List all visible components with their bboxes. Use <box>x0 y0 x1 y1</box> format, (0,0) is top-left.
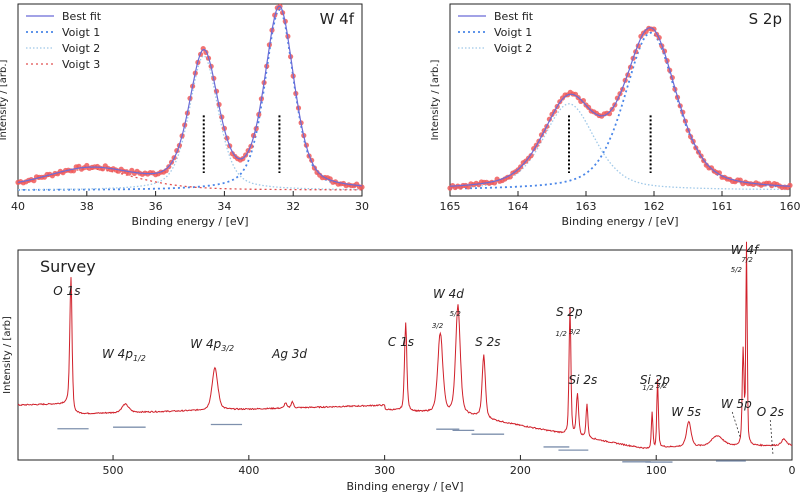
x-tick-label: 163 <box>576 200 597 213</box>
x-tick-label: 500 <box>103 464 124 477</box>
chart-title: S 2p <box>749 10 782 28</box>
x-tick-label: 160 <box>780 200 800 213</box>
peak-label: 1/2 <box>556 330 568 338</box>
peak-label: 7/2 <box>742 256 754 264</box>
x-tick-label: 164 <box>508 200 529 213</box>
peak-label: 3/2 <box>656 382 668 390</box>
peak-label: 3/2 <box>569 328 581 336</box>
x-tick-label: 36 <box>149 200 163 213</box>
peak-label: 1/2 <box>642 384 654 392</box>
legend-entry: Voigt 3 <box>62 58 100 71</box>
peak-label: W 5s <box>671 405 701 419</box>
legend-entry: Voigt 1 <box>494 26 532 39</box>
peak-label: W 4f <box>731 243 760 257</box>
x-tick-label: 0 <box>789 464 796 477</box>
x-tick-label: 30 <box>355 200 369 213</box>
legend-entry: Voigt 2 <box>62 42 100 55</box>
x-axis-label: Binding energy / [eV] <box>132 215 249 228</box>
peak-label: 3/2 <box>432 322 444 330</box>
x-tick-label: 165 <box>440 200 461 213</box>
chart-survey: 500 400 300 200 100 0 Binding energy / [eV] Int… <box>2 242 796 493</box>
peak-label: S 2s <box>475 335 500 349</box>
peak-label: S 2p <box>556 305 583 319</box>
y-axis-label: Intensity / [arb.] <box>430 59 441 140</box>
legend-entry: Voigt 2 <box>494 42 532 55</box>
peak-label: Si 2s <box>569 373 598 387</box>
peak-label: 5/2 <box>450 310 462 318</box>
x-tick-label: 32 <box>286 200 300 213</box>
y-axis-label: Intensity / [arb.] <box>0 59 9 140</box>
x-tick-label: 38 <box>80 200 94 213</box>
x-tick-label: 300 <box>374 464 395 477</box>
x-tick-label: 34 <box>217 200 231 213</box>
chart-w4f: 40 38 36 34 32 30 Binding energy / [eV] Intensi… <box>0 4 369 228</box>
series-voigt-1 <box>450 33 790 189</box>
peak-label: Ag 3d <box>271 347 307 361</box>
x-tick-label: 161 <box>712 200 733 213</box>
peak-label: W 4d <box>433 287 464 301</box>
peak-label: W 4p3/2 <box>190 337 234 353</box>
x-tick-label: 100 <box>646 464 667 477</box>
legend-entry: Best fit <box>62 10 102 23</box>
data-point <box>787 183 792 188</box>
x-tick-label: 40 <box>11 200 25 213</box>
legend-entry: Best fit <box>494 10 534 23</box>
chart-title: Survey <box>40 257 96 276</box>
series-voigt-2 <box>450 104 790 190</box>
peak-label: W 4p1/2 <box>102 347 146 363</box>
x-tick-label: 200 <box>510 464 531 477</box>
x-axis-label: Binding energy / [eV] <box>562 215 679 228</box>
x-tick-label: 162 <box>644 200 665 213</box>
peak-label: W 5p <box>721 397 752 411</box>
peak-label: O 2s <box>757 405 784 419</box>
peak-label: O 1s <box>53 284 80 298</box>
peak-label: C 1s <box>388 335 414 349</box>
x-tick-label: 400 <box>238 464 259 477</box>
x-axis-label: Binding energy / [eV] <box>347 480 464 493</box>
legend-entry: Voigt 1 <box>62 26 100 39</box>
label-leader <box>770 420 773 455</box>
label-leader <box>732 412 740 438</box>
peak-label: 5/2 <box>731 266 743 274</box>
chart-s2p: 165 164 163 162 161 160 Binding energy / [eV] I… <box>430 4 800 228</box>
y-axis-label: Intensity / [arb] <box>2 316 13 394</box>
chart-title: W 4f <box>320 10 355 28</box>
